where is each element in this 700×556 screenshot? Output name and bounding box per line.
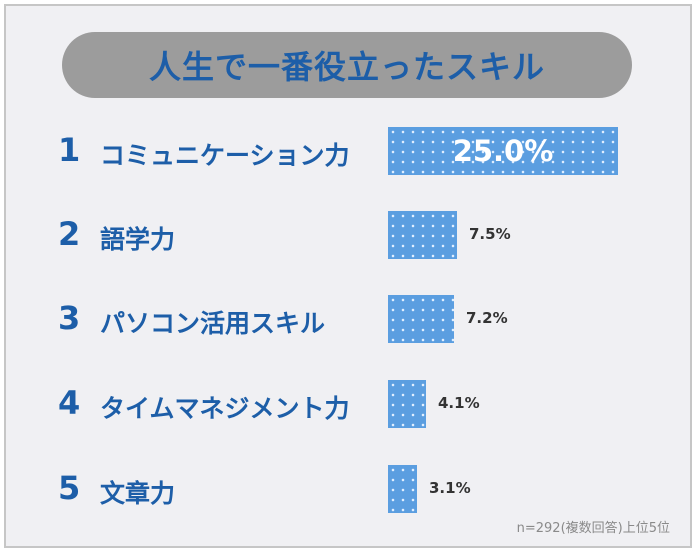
rank-number: 2	[58, 215, 81, 253]
title-banner: 人生で一番役立ったスキル	[62, 32, 632, 98]
bar	[388, 211, 457, 259]
rank-number: 4	[58, 384, 81, 422]
category-label: パソコン活用スキル	[100, 309, 326, 338]
bar-row-1: 1 コミュニケーション力 25.0%	[0, 127, 700, 175]
rank-number: 3	[58, 299, 81, 337]
bar	[388, 127, 618, 175]
category-label: タイムマネジメント力	[100, 394, 350, 423]
value-label: 3.1%	[429, 479, 471, 497]
value-label: 7.5%	[469, 225, 511, 243]
bar-row-2: 2 語学力 7.5%	[0, 211, 700, 259]
chart-title: 人生で一番役立ったスキル	[148, 48, 545, 86]
bar	[388, 295, 454, 343]
category-label: 文章力	[100, 479, 176, 508]
bar-row-5: 5 文章力 3.1%	[0, 465, 700, 513]
bar-row-4: 4 タイムマネジメント力 4.1%	[0, 380, 700, 428]
bar	[388, 465, 417, 513]
rank-number: 1	[58, 131, 81, 169]
rank-number: 5	[58, 469, 81, 507]
sample-note: n=292(複数回答)上位5位	[516, 521, 670, 536]
value-label: 7.2%	[466, 309, 508, 327]
category-label: 語学力	[100, 225, 176, 254]
bar	[388, 380, 426, 428]
bar-row-3: 3 パソコン活用スキル 7.2%	[0, 295, 700, 343]
value-label: 25.0%	[452, 134, 554, 168]
category-label: コミュニケーション力	[100, 141, 350, 170]
value-label: 4.1%	[438, 394, 480, 412]
